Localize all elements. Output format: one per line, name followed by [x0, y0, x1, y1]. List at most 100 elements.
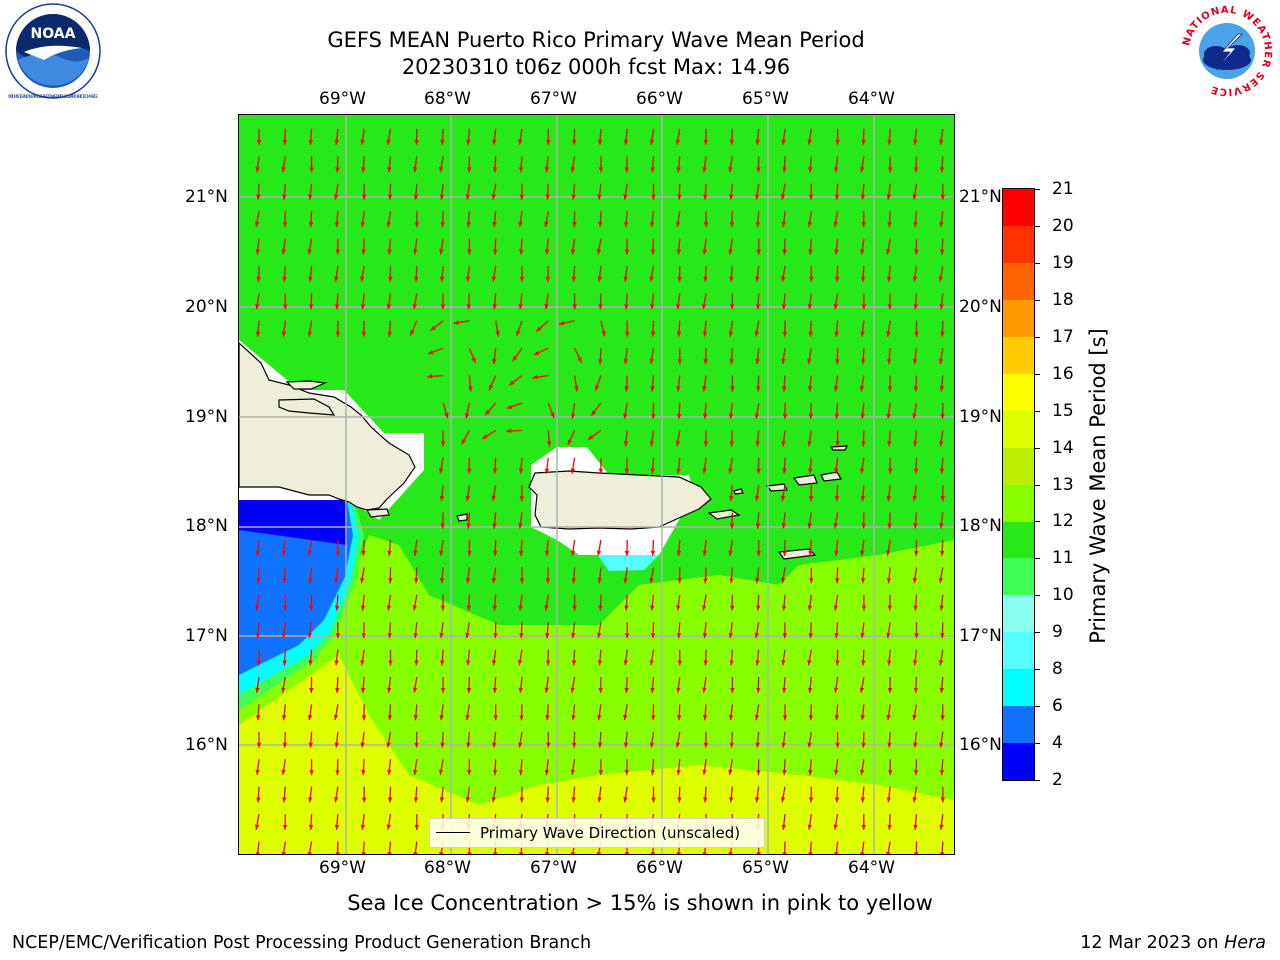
wave-arrow-head — [492, 304, 497, 310]
colorbar-tick-label: 6 — [1052, 696, 1063, 717]
wave-arrow-head — [940, 715, 945, 721]
wave-arrow-head — [886, 797, 892, 803]
hispaniola-land — [239, 342, 416, 511]
map-svg — [239, 115, 954, 854]
map-area — [239, 115, 954, 854]
wave-arrow-head — [729, 495, 734, 502]
wave-arrow-head — [544, 605, 549, 611]
wave-arrow-head — [519, 277, 525, 282]
wave-arrow-head — [675, 742, 681, 748]
wave-arrow-head — [755, 222, 761, 228]
wave-arrow-head — [440, 688, 446, 693]
noaa-logo: NOAA NATIONAL OCEANIC AND ATMOSPHERIC AD… — [5, 3, 101, 99]
wave-arrow-head — [386, 742, 391, 748]
wave-arrow-head — [544, 221, 549, 227]
wave-arrow-head — [254, 824, 260, 830]
wave-arrow-head — [597, 714, 602, 721]
wave-arrow-head — [650, 386, 655, 392]
wave-arrow-head — [703, 222, 709, 228]
wave-arrow-head — [595, 385, 600, 391]
wave-arrow-head — [335, 687, 340, 693]
wave-arrow-head — [650, 687, 655, 693]
wave-arrow-head — [533, 350, 540, 355]
colorbar-segment — [1003, 632, 1034, 670]
wave-arrow-head — [309, 605, 314, 611]
wave-arrow-head — [913, 304, 918, 310]
wave-arrow-head — [255, 769, 260, 776]
wave-arrow-head — [440, 222, 445, 228]
wave-arrow — [257, 841, 260, 854]
wave-arrow-head — [465, 714, 470, 721]
wave-arrow-head — [439, 249, 444, 255]
colorbar-tick-label: 8 — [1052, 659, 1063, 680]
wave-arrow-head — [623, 742, 629, 748]
culebra-island — [733, 488, 744, 495]
wave-arrow-head — [465, 578, 471, 584]
wave-arrow-head — [940, 852, 945, 854]
wave-arrow-head — [703, 276, 708, 282]
wave-arrow-head — [335, 852, 340, 854]
lat-label-right-17n: 17°N — [959, 626, 1002, 646]
wave-arrow-head — [623, 441, 629, 447]
wave-arrow-head — [860, 413, 865, 419]
wave-arrow-head — [597, 578, 602, 584]
wave-arrow-head — [362, 194, 367, 200]
wave-arrow-head — [808, 769, 813, 776]
wave-arrow-head — [808, 468, 813, 474]
wave-arrow-head — [938, 276, 944, 282]
wave-arrow-head — [545, 194, 550, 200]
wave-arrow-head — [598, 222, 603, 228]
wave-arrow-head — [414, 825, 419, 830]
colorbar-tick — [1034, 669, 1040, 671]
wave-arrow-head — [887, 742, 892, 748]
wave-arrow-head — [728, 715, 734, 721]
wave-arrow-head — [782, 331, 788, 337]
wave-arrow-head — [675, 440, 681, 447]
sea-ice-note: Sea Ice Concentration > 15% is shown in … — [347, 891, 933, 915]
wave-arrow-head — [467, 249, 472, 255]
wave-arrow-head — [387, 633, 392, 639]
wave-arrow-head — [861, 359, 866, 365]
wave-arrow-head — [887, 358, 892, 365]
wave-arrow — [861, 841, 865, 854]
wave-arrow-head — [386, 824, 391, 830]
wave-arrow-head — [729, 578, 734, 584]
wave-arrow-head — [493, 852, 498, 854]
wave-arrow-head — [729, 139, 735, 145]
wave-arrow-head — [650, 550, 656, 556]
wave-arrow — [887, 841, 891, 854]
wave-arrow-head — [439, 715, 444, 721]
wave-arrow-head — [255, 303, 260, 310]
wave-arrow-head — [939, 742, 944, 748]
wave-arrow-head — [886, 331, 891, 337]
wave-arrow-head — [861, 304, 867, 310]
wave-arrow-head — [439, 797, 445, 803]
wave-arrow-head — [281, 166, 286, 173]
wave-arrow-head — [650, 852, 656, 854]
wave-arrow-head — [938, 577, 944, 584]
chart-subtitle: 20230310 t06z 000h fcst Max: 14.96 — [401, 55, 791, 79]
wave-arrow-head — [467, 551, 472, 556]
wave-arrow-head — [492, 523, 497, 529]
wave-arrow-head — [308, 578, 313, 584]
wave-arrow-head — [703, 441, 709, 447]
wave-arrow-head — [570, 687, 575, 693]
wave-arrow-head — [506, 404, 513, 409]
wave-arrow-head — [940, 797, 945, 803]
wave-arrow-head — [702, 166, 707, 173]
wave-arrow-head — [544, 769, 550, 776]
wave-arrow-head — [492, 358, 497, 365]
wave-arrow-head — [780, 797, 786, 803]
wave-arrow-head — [466, 304, 472, 310]
wave-arrow-head — [729, 523, 735, 529]
colorbar-tick — [1034, 225, 1040, 227]
wave-arrow-head — [464, 413, 470, 419]
wave-arrow-head — [861, 742, 866, 748]
colorbar-tick — [1034, 780, 1040, 781]
wave-arrow-head — [597, 797, 602, 803]
wave-arrow-head — [414, 578, 419, 584]
wave-arrow-head — [755, 742, 760, 748]
wave-arrow-head — [939, 139, 944, 145]
wave-arrow-head — [386, 221, 391, 228]
wave-arrow-head — [649, 577, 654, 584]
